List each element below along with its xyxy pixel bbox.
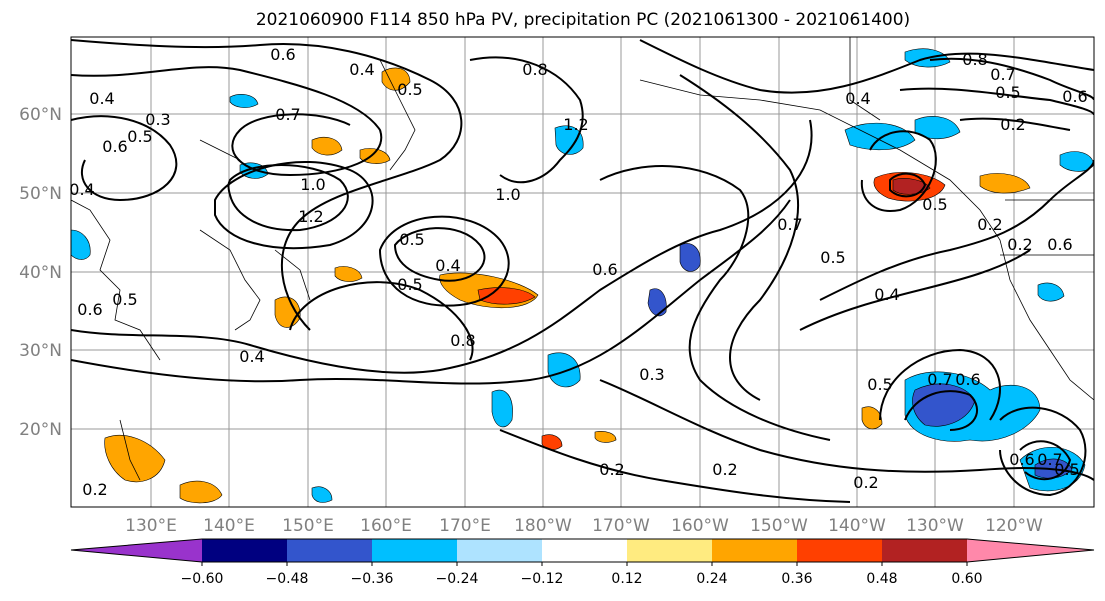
lon-tick-label: 140°W [828, 516, 886, 536]
colorbar-tick-label: 0.60 [951, 571, 982, 587]
contour-label: 1.0 [495, 185, 520, 204]
longitude-labels: 130°E 140°E 150°E 160°E 170°E 180°W 170°… [125, 516, 1043, 536]
colorbar-segment [712, 539, 797, 562]
lon-tick-label: 170°W [592, 516, 650, 536]
lon-tick-label: 170°E [439, 516, 491, 536]
contour-label: 0.7 [275, 105, 300, 124]
contour-label: 0.6 [955, 370, 980, 389]
lon-tick-label: 160°E [360, 516, 412, 536]
contour-label: 0.5 [127, 127, 152, 146]
contour-label: 0.5 [1054, 460, 1079, 479]
colorbar-tick-label: 0.48 [866, 571, 897, 587]
lat-tick-label: 30°N [19, 341, 62, 361]
colorbar-segment [797, 539, 882, 562]
lat-tick-label: 20°N [19, 420, 62, 440]
contour-label: 0.4 [69, 180, 94, 199]
contour-label: 0.5 [399, 230, 424, 249]
lon-tick-label: 120°W [985, 516, 1043, 536]
contour-label: 0.2 [82, 480, 107, 499]
contour-label: 0.5 [995, 83, 1020, 102]
colorbar-tick-label: −0.12 [521, 571, 564, 587]
colorbar-tick-label: 0.12 [611, 571, 642, 587]
contour-label: 0.4 [845, 89, 870, 108]
contour-label: 0.6 [1062, 87, 1087, 106]
colorbar-segment [457, 539, 542, 562]
colorbar-tick-label: −0.24 [436, 571, 479, 587]
lon-tick-label: 160°W [671, 516, 729, 536]
contour-label: 0.4 [349, 60, 374, 79]
contour-label: 0.4 [89, 89, 114, 108]
contour-label: 0.4 [435, 256, 460, 275]
colorbar-segment [967, 539, 1094, 562]
lat-tick-label: 50°N [19, 184, 62, 204]
lon-tick-label: 130°W [906, 516, 964, 536]
colorbar-segment [627, 539, 712, 562]
colorbar-segment [71, 539, 202, 562]
contour-label: 0.7 [1037, 450, 1062, 469]
lat-tick-label: 60°N [19, 105, 62, 125]
contour-label: 0.8 [962, 50, 987, 69]
colorbar-tick-label: 0.36 [781, 571, 812, 587]
contour-label: 0.6 [102, 137, 127, 156]
contour-label: 0.6 [1047, 235, 1072, 254]
pv-contours [71, 39, 1094, 503]
lon-tick-label: 130°E [125, 516, 177, 536]
contour-label: 0.7 [990, 65, 1015, 84]
lat-tick-label: 40°N [19, 263, 62, 283]
contour-label: 0.5 [397, 80, 422, 99]
map-panel [70, 36, 1095, 508]
colorbar: −0.60 −0.48 −0.36 −0.24 −0.12 0.12 0.24 … [70, 538, 1095, 587]
contour-label: 0.8 [522, 60, 547, 79]
lon-tick-label: 150°E [282, 516, 334, 536]
colorbar-segment [542, 539, 627, 562]
contour-label: 0.4 [874, 285, 899, 304]
contour-label: 0.8 [450, 331, 475, 350]
colorbar-segment [202, 539, 287, 562]
contour-label: 0.6 [592, 260, 617, 279]
coastlines [71, 37, 1094, 481]
contour-label: 0.4 [239, 347, 264, 366]
latitude-labels: 60°N 50°N 40°N 30°N 20°N [19, 105, 62, 440]
chart-title: 2021060900 F114 850 hPa PV, precipitatio… [256, 10, 910, 30]
contour-label: 0.2 [599, 460, 624, 479]
contour-label: 0.2 [977, 215, 1002, 234]
contour-label: 0.2 [1007, 235, 1032, 254]
contour-label: 1.0 [300, 175, 325, 194]
contour-label: 0.5 [112, 290, 137, 309]
colorbar-segment [287, 539, 372, 562]
contour-label: 0.2 [853, 473, 878, 492]
contour-label: 0.2 [712, 460, 737, 479]
contour-label: 0.5 [397, 275, 422, 294]
contour-label: 0.6 [1009, 450, 1034, 469]
colorbar-tick-label: −0.48 [266, 571, 309, 587]
contour-label: 0.3 [639, 365, 664, 384]
colorbar-tick-label: −0.60 [181, 571, 224, 587]
contour-label: 0.6 [77, 300, 102, 319]
colorbar-tick-label: 0.24 [696, 571, 727, 587]
lon-tick-label: 150°W [750, 516, 808, 536]
colorbar-segment [882, 539, 967, 562]
contour-label: 0.6 [270, 45, 295, 64]
contour-label: 0.5 [867, 375, 892, 394]
contour-label: 1.2 [298, 207, 323, 226]
precipitation-shading [71, 48, 1094, 504]
lon-tick-label: 140°E [203, 516, 255, 536]
contour-label: 0.2 [1000, 115, 1025, 134]
contour-label: 0.5 [922, 195, 947, 214]
colorbar-segment [372, 539, 457, 562]
lon-tick-label: 180°W [514, 516, 572, 536]
contour-label: 0.7 [927, 370, 952, 389]
contour-label: 0.7 [777, 215, 802, 234]
contour-label: 1.2 [563, 115, 588, 134]
contour-label: 0.5 [820, 248, 845, 267]
contour-label-group: 0.6 0.4 0.8 0.8 0.7 0.5 0.6 0.2 0.3 0.4 … [69, 45, 1087, 499]
colorbar-tick-label: −0.36 [351, 571, 394, 587]
contour-label: 0.3 [145, 110, 170, 129]
